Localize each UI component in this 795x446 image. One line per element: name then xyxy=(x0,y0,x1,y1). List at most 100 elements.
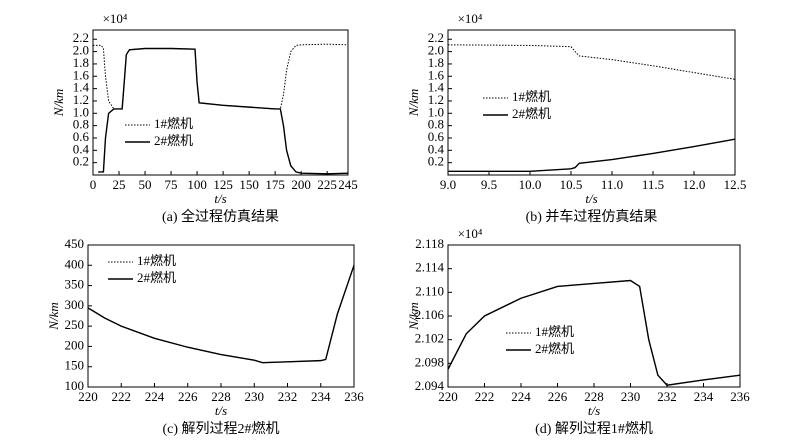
y-tick-label: 1.2 xyxy=(428,92,444,107)
x-tick-label: 232 xyxy=(657,389,677,404)
x-tick-label: 236 xyxy=(730,389,750,404)
y-tick-label: 1.4 xyxy=(73,80,90,95)
x-tick-label: 224 xyxy=(145,389,165,404)
x-tick-label: 50 xyxy=(139,177,152,192)
y-tick-label: 2.094 xyxy=(415,378,445,393)
x-axis-label: t/s xyxy=(585,191,597,206)
y-axis-label: N/km xyxy=(406,89,421,117)
x-tick-label: 11.0 xyxy=(601,177,623,192)
x-tick-label: 225 xyxy=(317,177,337,192)
y-tick-label: 2.098 xyxy=(415,354,444,369)
y-tick-label: 0.6 xyxy=(73,129,90,144)
y-axis-label: N/km xyxy=(51,89,66,117)
plot-frame xyxy=(92,29,349,176)
x-tick-label: 10.5 xyxy=(560,177,583,192)
series-line xyxy=(98,47,349,175)
y-tick-label: 2.102 xyxy=(415,331,444,346)
y-tick-label: 100 xyxy=(65,378,85,393)
y-tick-label: 2.106 xyxy=(415,307,445,322)
axis-multiplier: ×10⁴ xyxy=(103,11,128,26)
x-tick-label: 10.0 xyxy=(519,177,542,192)
x-tick-label: 11.5 xyxy=(642,177,664,192)
x-tick-label: 245 xyxy=(338,177,358,192)
y-tick-label: 0.6 xyxy=(428,129,445,144)
x-tick-label: 224 xyxy=(511,389,531,404)
x-tick-label: 228 xyxy=(584,389,604,404)
x-tick-label: 220 xyxy=(438,389,458,404)
x-tick-label: 226 xyxy=(178,389,198,404)
x-tick-label: 12.0 xyxy=(683,177,706,192)
x-tick-label: 125 xyxy=(213,177,233,192)
x-axis-label: t/s xyxy=(588,403,600,418)
x-tick-label: 0 xyxy=(90,177,97,192)
legend-label: 1#燃机 xyxy=(512,89,551,104)
y-tick-label: 2.118 xyxy=(415,236,444,251)
x-tick-label: 234 xyxy=(311,389,331,404)
axis-multiplier: ×10⁴ xyxy=(458,226,483,241)
caption: (a) 全过程仿真结果 xyxy=(162,208,279,225)
series-line xyxy=(87,265,355,364)
y-tick-label: 2.0 xyxy=(73,43,89,58)
y-tick-label: 2.114 xyxy=(415,260,444,275)
x-axis-label: t/s xyxy=(214,191,226,206)
y-tick-label: 300 xyxy=(65,297,85,312)
y-axis-label: N/km xyxy=(406,302,421,330)
x-axis-label: t/s xyxy=(215,403,227,418)
x-tick-label: 75 xyxy=(165,177,178,192)
x-tick-label: 234 xyxy=(694,389,714,404)
y-tick-label: 1.6 xyxy=(428,67,445,82)
legend-label: 1#燃机 xyxy=(154,116,193,131)
y-tick-label: 1.8 xyxy=(73,55,89,70)
series-line xyxy=(87,265,355,364)
x-tick-label: 200 xyxy=(291,177,311,192)
x-tick-label: 222 xyxy=(112,389,132,404)
y-tick-label: 1.0 xyxy=(73,104,89,119)
y-tick-label: 2.0 xyxy=(428,43,444,58)
series-line xyxy=(447,44,736,80)
caption: (d) 解列过程1#燃机 xyxy=(535,420,653,437)
x-tick-label: 9.0 xyxy=(440,177,456,192)
y-tick-label: 400 xyxy=(65,256,85,271)
y-tick-label: 0.2 xyxy=(73,154,89,169)
plot-frame xyxy=(87,244,355,388)
plot-frame xyxy=(447,29,736,176)
y-tick-label: 450 xyxy=(65,236,85,251)
y-tick-label: 350 xyxy=(65,277,85,292)
plot-frame xyxy=(447,244,741,388)
y-tick-label: 0.4 xyxy=(428,141,445,156)
legend-label: 2#燃机 xyxy=(512,106,551,121)
axis-multiplier: ×10⁴ xyxy=(458,11,483,26)
y-tick-label: 0.8 xyxy=(73,117,89,132)
x-tick-label: 220 xyxy=(78,389,98,404)
series-line xyxy=(93,43,349,110)
x-tick-label: 150 xyxy=(239,177,259,192)
legend-label: 2#燃机 xyxy=(535,341,574,356)
series-line xyxy=(447,279,741,386)
y-tick-label: 250 xyxy=(65,317,85,332)
x-tick-label: 228 xyxy=(211,389,231,404)
y-tick-label: 200 xyxy=(65,337,85,352)
y-tick-label: 1.2 xyxy=(73,92,89,107)
legend-label: 1#燃机 xyxy=(535,324,574,339)
x-tick-label: 230 xyxy=(621,389,641,404)
caption: (c) 解列过程2#燃机 xyxy=(162,420,279,437)
series-line xyxy=(448,138,736,172)
x-tick-label: 25 xyxy=(113,177,126,192)
caption: (b) 并车过程仿真结果 xyxy=(526,208,658,225)
x-tick-label: 232 xyxy=(278,389,298,404)
legend-label: 2#燃机 xyxy=(154,133,193,148)
y-tick-label: 1.0 xyxy=(428,104,444,119)
x-tick-label: 226 xyxy=(548,389,568,404)
y-axis-label: N/km xyxy=(46,302,61,330)
y-tick-label: 2.110 xyxy=(415,283,444,298)
legend-label: 1#燃机 xyxy=(137,253,176,268)
y-tick-label: 2.2 xyxy=(428,30,444,45)
series-line xyxy=(447,279,741,386)
x-tick-label: 175 xyxy=(265,177,285,192)
y-tick-label: 150 xyxy=(65,358,85,373)
x-tick-label: 12.5 xyxy=(724,177,747,192)
x-tick-label: 9.5 xyxy=(481,177,497,192)
x-tick-label: 230 xyxy=(245,389,265,404)
y-tick-label: 1.8 xyxy=(428,55,444,70)
